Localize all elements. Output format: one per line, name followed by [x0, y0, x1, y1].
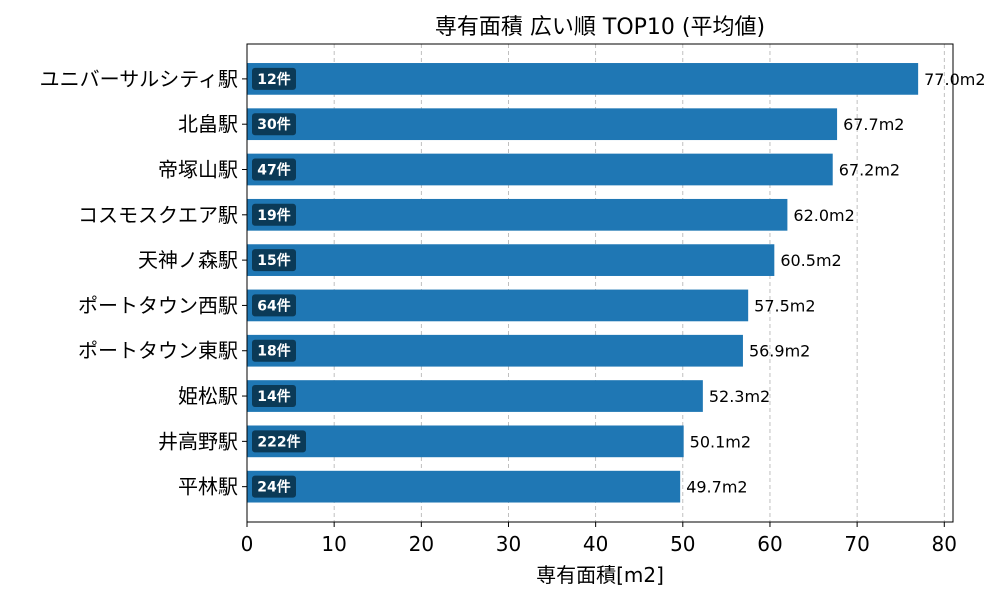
category-label: 井高野駅	[158, 429, 238, 453]
bar	[247, 470, 681, 503]
count-label: 24件	[257, 479, 290, 496]
count-badge	[252, 385, 296, 408]
count-label: 18件	[257, 343, 290, 360]
value-label: 56.9m2	[749, 342, 810, 361]
category-label: 平林駅	[178, 475, 238, 499]
count-badge	[252, 113, 296, 136]
value-label: 60.5m2	[780, 251, 841, 270]
value-label: 77.0m2	[924, 70, 985, 89]
bar	[247, 380, 703, 412]
x-tick-label: 70	[844, 532, 869, 556]
count-label: 15件	[257, 252, 290, 269]
value-label: 52.3m2	[709, 387, 770, 406]
bar	[247, 63, 919, 95]
count-badge	[252, 249, 296, 272]
count-label: 30件	[257, 116, 290, 133]
value-label: 49.7m2	[686, 478, 747, 497]
x-tick-label: 0	[241, 532, 254, 556]
x-tick-label: 80	[932, 532, 957, 556]
count-badge	[252, 158, 296, 181]
category-label: ポートタウン東駅	[78, 339, 238, 363]
value-label: 62.0m2	[793, 206, 854, 225]
bar	[247, 198, 788, 231]
x-tick-label: 10	[321, 532, 346, 556]
x-tick-label: 40	[583, 532, 608, 556]
plot-frame	[246, 43, 954, 523]
count-badge	[252, 430, 306, 453]
value-label: 67.7m2	[843, 115, 904, 134]
count-badge	[252, 339, 296, 362]
count-badge	[252, 475, 296, 498]
bar	[247, 108, 838, 141]
bar	[247, 289, 749, 322]
x-tick-label: 30	[496, 532, 521, 556]
bar	[247, 244, 775, 276]
count-label: 14件	[257, 388, 290, 405]
value-label: 50.1m2	[690, 432, 751, 451]
category-label: ユニバーサルシティ駅	[40, 67, 238, 91]
x-tick-label: 50	[670, 532, 695, 556]
x-tick-label: 60	[757, 532, 782, 556]
x-tick-label: 20	[409, 532, 434, 556]
category-label: ポートタウン西駅	[78, 293, 238, 317]
count-label: 222件	[257, 433, 300, 450]
axes: 0 10 20 30 40 50 60 70 80 ユニバーサルシティ駅北畠駅帝塚山駅コスモスクエ…	[40, 67, 957, 556]
category-label: 帝塚山駅	[158, 158, 238, 182]
chart-title: 専有面積 広い順 TOP10 (平均値)	[435, 15, 765, 40]
count-badge	[252, 294, 296, 317]
count-label: 12件	[257, 71, 290, 88]
bar	[247, 425, 684, 458]
x-axis-label: 専有面積[m2]	[536, 563, 664, 587]
count-badge	[252, 203, 296, 226]
bar	[247, 153, 833, 186]
category-label: 天神ノ森駅	[138, 248, 238, 272]
bar	[247, 334, 743, 367]
category-label: 姫松駅	[178, 384, 238, 408]
count-label: 64件	[257, 297, 290, 314]
count-label: 19件	[257, 207, 290, 224]
count-label: 47件	[257, 162, 290, 179]
count-badge	[252, 67, 296, 90]
bars: 77.0m2 12件 67.7m2 30件 67.2m2 47件 62.0m2 19件 60.5…	[247, 63, 986, 503]
value-label: 67.2m2	[839, 161, 900, 180]
category-label: 北畠駅	[178, 112, 238, 136]
value-label: 57.5m2	[754, 296, 815, 315]
category-label: コスモスクエア駅	[78, 203, 238, 227]
